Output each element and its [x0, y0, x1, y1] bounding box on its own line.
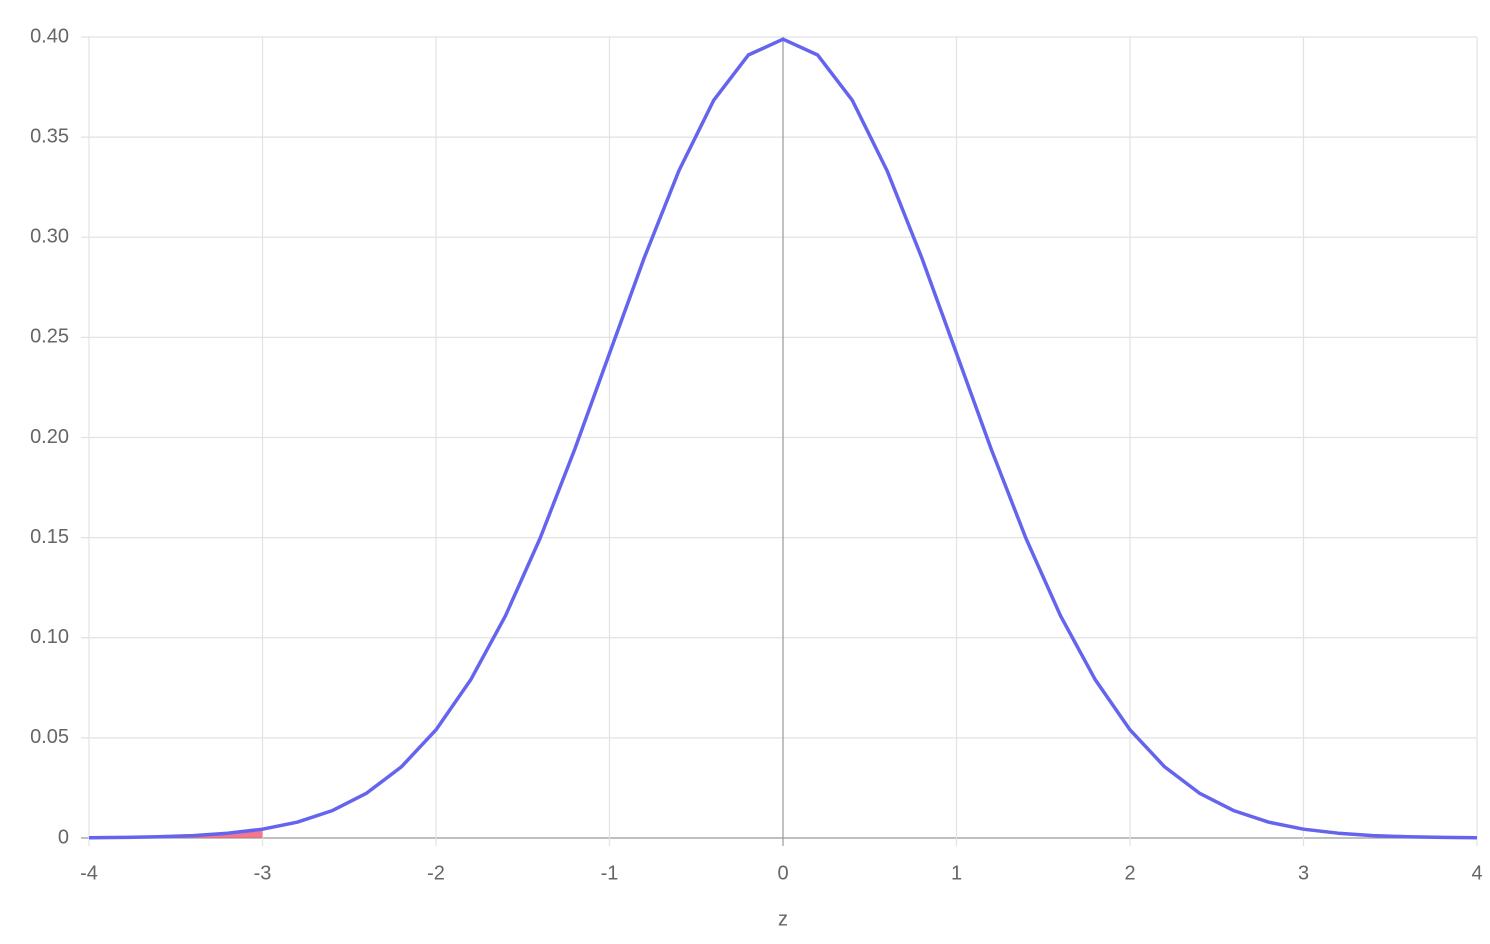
- x-tick-label: 4: [1471, 862, 1482, 884]
- y-tick-label: 0.20: [30, 426, 69, 448]
- x-tick-label: 1: [951, 862, 962, 884]
- y-tick-label: 0: [58, 826, 69, 848]
- line: [88, 37, 1478, 840]
- y-tick-label: 0.25: [30, 326, 69, 348]
- x-tick-label: -2: [427, 862, 445, 884]
- y-tick-label: 0.35: [30, 125, 69, 147]
- x-tick-label: 2: [1124, 862, 1135, 884]
- x-tick-label: -4: [80, 862, 98, 884]
- x-tick-label: -1: [601, 862, 619, 884]
- y-tick-label: 0.40: [30, 25, 69, 47]
- y-tick-label: 0.05: [30, 726, 69, 748]
- y-tick-label: 0.30: [30, 226, 69, 248]
- x-tick-label: 3: [1298, 862, 1309, 884]
- area: [89, 829, 263, 838]
- x-axis-label: z: [778, 908, 788, 930]
- y-tick-label: 0.10: [30, 626, 69, 648]
- y-tick-label: 0.15: [30, 526, 69, 548]
- x-tick-label: -3: [254, 862, 272, 884]
- x-tick-label: 0: [777, 862, 788, 884]
